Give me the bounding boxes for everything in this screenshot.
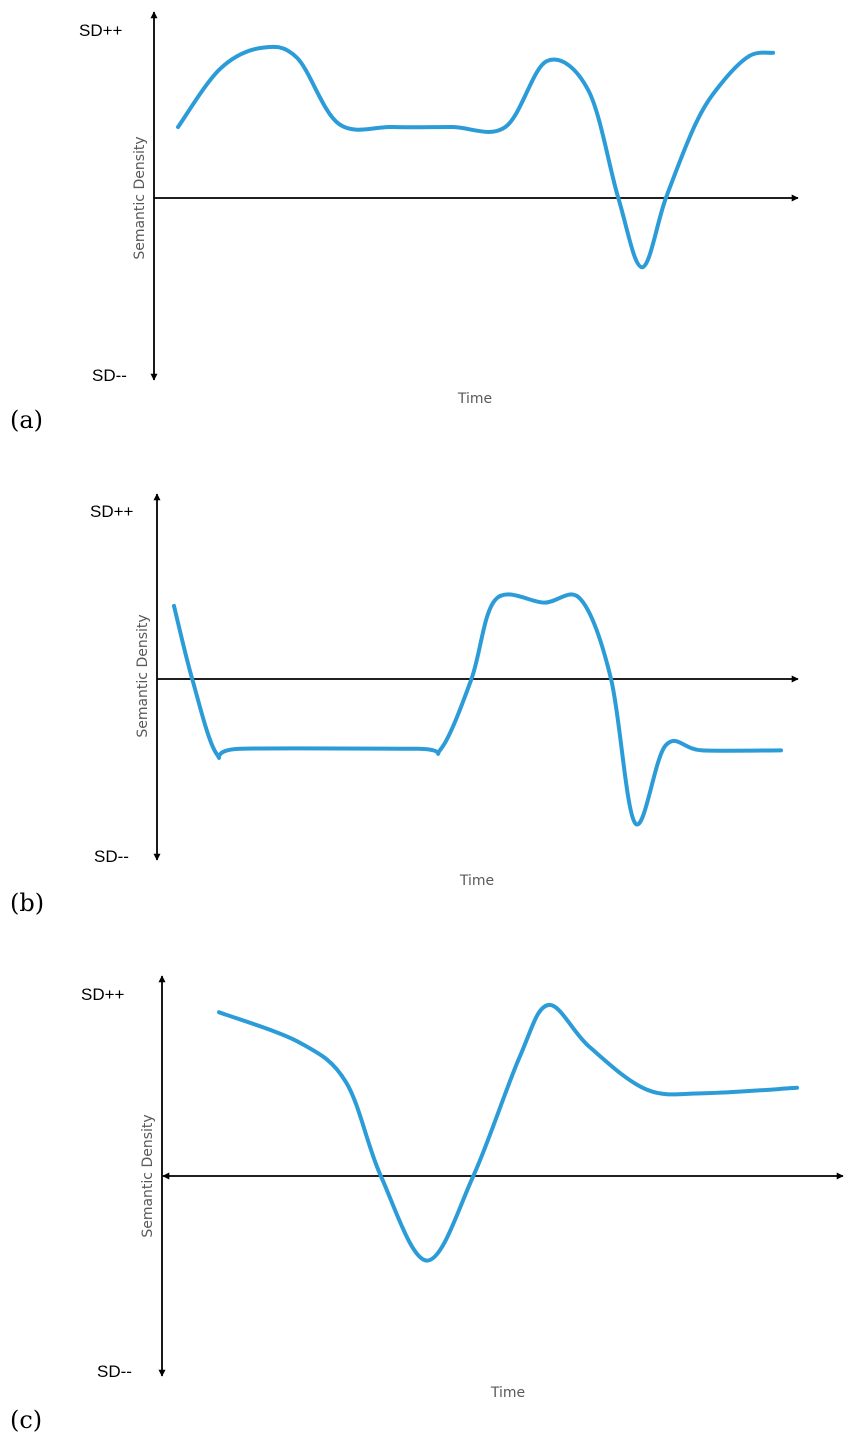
panel-c: SD++ SD-- Semantic Density Time (c) xyxy=(10,975,844,1434)
y-axis-top-label: SD++ xyxy=(79,21,123,40)
panel-label: (a) xyxy=(10,406,43,434)
panel-a: SD++ SD-- Semantic Density Time (a) xyxy=(10,11,799,434)
series-line xyxy=(217,1003,799,1263)
x-axis-title: Time xyxy=(459,873,494,889)
series-line xyxy=(176,44,775,270)
panel-label: (b) xyxy=(10,889,44,917)
panel-b: SD++ SD-- Semantic Density Time (b) xyxy=(10,493,799,917)
panel-label: (c) xyxy=(10,1406,42,1434)
y-axis-title: Semantic Density xyxy=(135,614,151,737)
y-axis-top-label: SD++ xyxy=(81,985,125,1004)
y-axis-bottom-label: SD-- xyxy=(97,1362,132,1381)
y-axis-bottom-label: SD-- xyxy=(94,847,129,866)
x-axis-title: Time xyxy=(457,391,492,407)
y-axis-top-label: SD++ xyxy=(90,502,134,521)
x-axis-title: Time xyxy=(490,1385,525,1401)
y-axis-title: Semantic Density xyxy=(140,1114,156,1237)
y-axis-title: Semantic Density xyxy=(132,136,148,259)
y-axis-bottom-label: SD-- xyxy=(92,366,127,385)
series-line xyxy=(172,592,783,827)
